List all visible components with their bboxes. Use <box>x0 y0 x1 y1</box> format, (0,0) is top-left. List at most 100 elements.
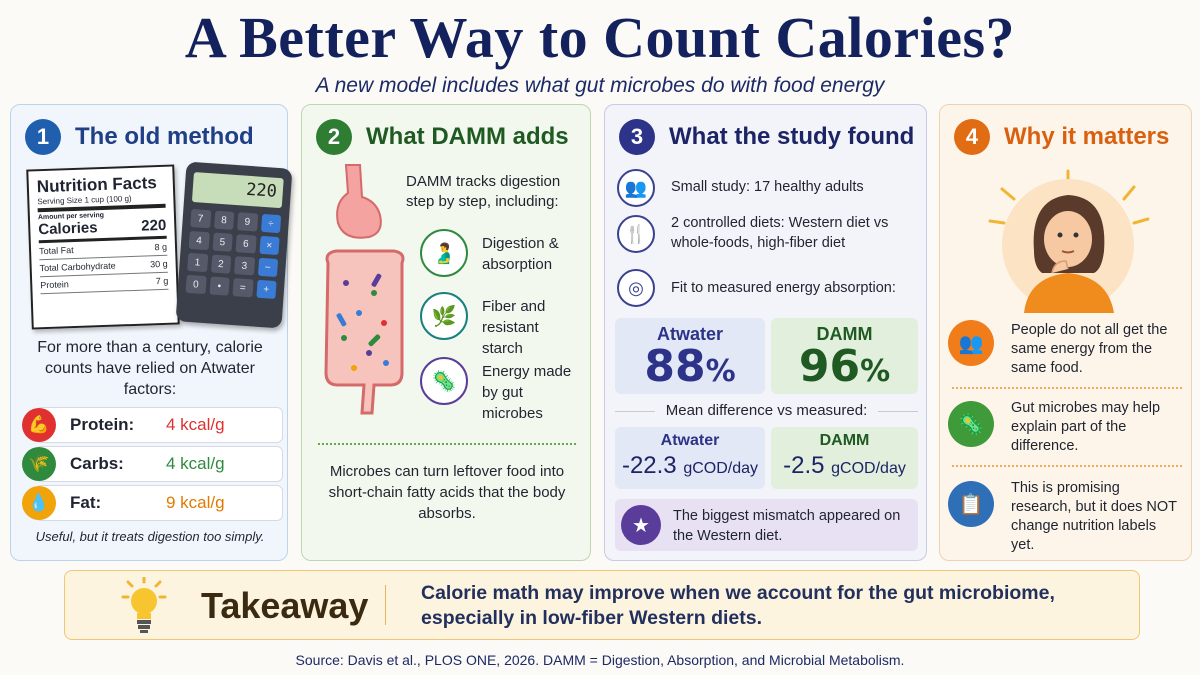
fit-value: 88 <box>644 341 706 392</box>
macro-value: 4 kcal/g <box>166 454 225 473</box>
microbes-icon: 🦠 <box>948 401 994 447</box>
thinking-person-icon <box>988 169 1150 313</box>
step-number-2: 2 <box>316 119 352 155</box>
panel-old-method: 1 The old method Nutrition Facts Serving… <box>10 104 293 561</box>
atwater-intro: For more than a century, calorie counts … <box>37 339 263 398</box>
nutrient-value: 7 g <box>155 275 169 287</box>
nutrient-row: Protein 7 g <box>40 272 169 295</box>
calculator-key: 6 <box>235 234 257 254</box>
panel-why-it-matters: 4 Why it matters 👥 People do not all get… <box>939 104 1192 561</box>
takeaway-label: Takeaway <box>201 585 369 626</box>
macro-value: 9 kcal/g <box>166 493 225 512</box>
mean-atwater: Atwater -22.3 gCOD/day <box>615 427 765 489</box>
calculator-key: 8 <box>213 210 235 230</box>
fit-atwater: Atwater 88% <box>615 318 765 394</box>
mean-difference-label: Mean difference vs measured: <box>655 402 878 419</box>
step-number-1: 1 <box>25 119 61 155</box>
calculator-key: 0 <box>185 274 207 295</box>
mean-unit: gCOD/day <box>683 460 759 477</box>
calculator-key: 4 <box>188 230 210 251</box>
calculator-key: • <box>208 276 230 296</box>
calculator-key: + <box>255 279 277 300</box>
calculator-key: − <box>257 257 279 278</box>
page-subtitle: A new model includes what gut microbes d… <box>315 74 885 97</box>
fit-label: DAMM <box>816 324 873 344</box>
calculator-key: 5 <box>212 232 233 252</box>
stomach-icon: 🫃 <box>420 229 468 277</box>
fit-damm: DAMM 96% <box>771 318 918 394</box>
panel-title: Why it matters <box>1004 123 1170 150</box>
calculator-key: 3 <box>233 256 255 276</box>
damm-item-fiber: Fiber and resistant starch <box>482 298 546 357</box>
damm-intro: DAMM tracks digestion step by step, incl… <box>406 173 561 210</box>
nutrient-label: Total Fat <box>38 245 74 257</box>
mean-label: Atwater <box>660 432 720 449</box>
lightbulb-icon <box>121 577 167 633</box>
macro-protein: 💪 Protein: 4 kcal/g <box>22 407 283 443</box>
matter-point-microbes: Gut microbes may help explain part of th… <box>1011 400 1161 454</box>
leaf-icon: 🌿 <box>420 292 468 340</box>
divider <box>318 443 576 445</box>
macro-carbs: 🌾 Carbs: 4 kcal/g <box>22 446 283 482</box>
takeaway-banner: Takeaway Calorie math may improve when w… <box>64 570 1140 640</box>
calculator-key: 1 <box>187 252 208 273</box>
macro-value: 4 kcal/g <box>166 415 225 434</box>
mean-label: DAMM <box>819 432 870 449</box>
oil-drop-icon: 💧 <box>22 486 56 520</box>
step-number-3: 3 <box>619 119 655 155</box>
nutrient-label: Total Carbohydrate <box>39 260 116 274</box>
fit-unit: % <box>860 354 891 389</box>
calculator-key: 7 <box>190 208 211 229</box>
panel-title: What DAMM adds <box>366 123 569 150</box>
study-fact-diets: 2 controlled diets: Western diet vs whol… <box>671 215 889 251</box>
calculator-key: 9 <box>237 212 258 232</box>
calculator-display: 220 <box>191 172 284 209</box>
mismatch-note: ★ The biggest mismatch appeared on the W… <box>615 499 918 551</box>
people-icon: 👥 <box>948 320 994 366</box>
fit-unit: % <box>705 354 736 389</box>
divider <box>952 387 1182 389</box>
fit-label: Atwater <box>656 324 723 344</box>
panel-study: 3 What the study found 👥 Small study: 17… <box>604 104 927 561</box>
panel-title: The old method <box>75 123 254 150</box>
calculator-keys: 7 8 9 ÷ 4 5 6 × 1 2 3− 0 • = + <box>185 208 282 300</box>
calculator-key: × <box>258 235 280 256</box>
mean-value: -22.3 <box>621 452 677 479</box>
serving-size: Serving Size 1 cup (100 g) <box>37 192 166 213</box>
nutrient-value: 8 g <box>154 241 168 253</box>
clipboard-check-icon: 📋 <box>948 481 994 527</box>
page-title: A Better Way to Count Calories? <box>184 5 1016 70</box>
people-icon: 👥 <box>617 169 655 207</box>
panel-damm: 2 What DAMM adds DAMM tracks digestion s… <box>301 104 591 561</box>
macro-fat: 💧 Fat: 9 kcal/g <box>22 485 283 521</box>
separator <box>385 585 386 625</box>
calculator-key: = <box>232 278 254 298</box>
old-method-footer: Useful, but it treats digestion too simp… <box>35 529 265 544</box>
source-citation: Source: Davis et al., PLOS ONE, 2026. DA… <box>295 652 905 668</box>
step-number-4: 4 <box>954 119 990 155</box>
calculator-key: 2 <box>210 254 232 274</box>
microbes-icon: 🦠 <box>420 357 468 405</box>
digestive-tract-icon <box>324 164 405 415</box>
mismatch-text: The biggest mismatch appeared on the Wes… <box>673 508 901 544</box>
muscle-icon: 💪 <box>22 408 56 442</box>
study-fact-size: Small study: 17 healthy adults <box>671 179 864 195</box>
calories-value: 220 <box>140 216 167 235</box>
nutrition-facts-label: Nutrition Facts Serving Size 1 cup (100 … <box>26 164 180 330</box>
panel-title: What the study found <box>669 123 915 150</box>
calculator-icon: 220 7 8 9 ÷ 4 5 6 × 1 2 3− 0 • = + <box>175 161 293 329</box>
mean-unit: gCOD/day <box>831 460 906 477</box>
wheat-icon: 🌾 <box>22 447 56 481</box>
macro-label: Fat: <box>70 493 102 512</box>
damm-item-microbes: Energy made by gut microbes <box>482 363 572 422</box>
damm-footer: Microbes can turn leftover food into sho… <box>328 463 566 522</box>
damm-item-digestion: Digestion & absorption <box>482 235 559 273</box>
mean-damm: DAMM -2.5 gCOD/day <box>771 427 918 489</box>
study-fact-fit: Fit to measured energy absorption: <box>671 280 896 296</box>
calculator-key: ÷ <box>260 213 282 234</box>
macro-label: Protein: <box>70 415 135 434</box>
matter-point-energy: People do not all get the same energy fr… <box>1011 322 1168 376</box>
takeaway-text: Calorie math may improve when we account… <box>421 582 1055 629</box>
mean-value: -2.5 <box>783 452 825 479</box>
nutrient-value: 30 g <box>149 258 168 270</box>
